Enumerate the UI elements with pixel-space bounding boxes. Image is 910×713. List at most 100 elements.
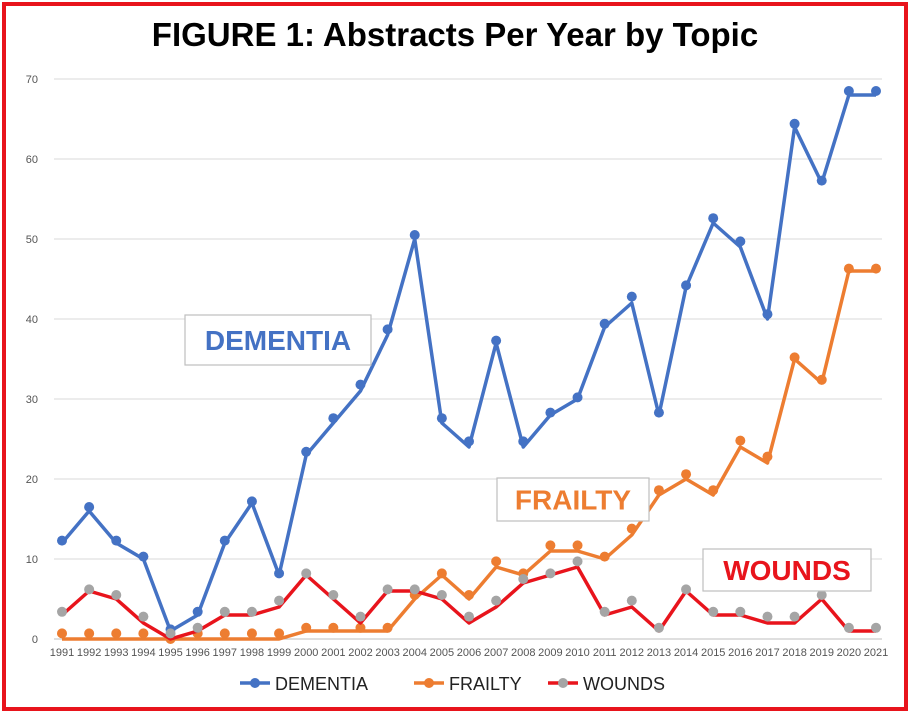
data-point-dementia: [871, 86, 881, 96]
x-tick-label: 2003: [375, 647, 399, 659]
y-tick-label: 0: [32, 634, 38, 646]
data-point-frailty: [681, 469, 692, 480]
data-point-dementia: [545, 407, 556, 418]
data-point-dementia: [355, 379, 366, 390]
data-point-dementia: [518, 436, 529, 447]
x-tick-label: 1996: [185, 647, 209, 659]
y-tick-label: 30: [26, 394, 38, 406]
data-point-frailty: [219, 628, 230, 639]
x-tick-label: 2014: [674, 647, 698, 659]
data-point-dementia: [572, 392, 583, 403]
y-tick-label: 60: [26, 154, 38, 166]
legend: DEMENTIA FRAILTY WOUNDS: [240, 674, 665, 694]
legend-label: WOUNDS: [583, 674, 665, 694]
chart-title: FIGURE 1: Abstracts Per Year by Topic: [151, 16, 759, 53]
data-point-dementia: [382, 324, 393, 335]
data-point-dementia: [328, 413, 339, 424]
data-point-frailty: [599, 551, 610, 562]
data-point-wounds: [681, 584, 692, 595]
legend-swatch-marker: [250, 678, 260, 688]
annotation-label: WOUNDS: [723, 555, 851, 586]
data-point-wounds: [219, 606, 230, 617]
annotation-wounds: WOUNDS: [702, 548, 872, 592]
data-point-wounds: [843, 622, 854, 633]
data-point-wounds: [871, 622, 881, 633]
data-point-dementia: [816, 175, 827, 186]
x-tick-label: 2012: [620, 647, 644, 659]
data-point-dementia: [301, 446, 312, 457]
data-point-dementia: [789, 118, 800, 129]
x-tick-label: 1993: [104, 647, 128, 659]
data-point-frailty: [735, 435, 746, 446]
x-tick-label: 2002: [348, 647, 372, 659]
data-point-dementia: [246, 496, 257, 507]
data-point-wounds: [653, 622, 664, 633]
data-point-dementia: [409, 230, 420, 240]
data-point-dementia: [735, 236, 746, 247]
series-wounds: [57, 556, 881, 641]
y-tick-label: 70: [26, 74, 38, 86]
data-point-frailty: [789, 352, 800, 363]
data-point-dementia: [653, 407, 664, 418]
data-point-dementia: [274, 568, 285, 579]
x-tick-label: 1992: [77, 647, 101, 659]
data-point-frailty: [436, 568, 447, 579]
data-point-wounds: [138, 611, 149, 622]
data-point-wounds: [274, 595, 285, 606]
x-tick-label: 2009: [538, 647, 562, 659]
data-point-frailty: [816, 374, 827, 385]
annotation-box: [184, 314, 372, 366]
x-tick-labels: 1991 1992 1993 1994 1995 1996 1997 1998 1999 2000…: [50, 647, 888, 659]
data-point-wounds: [599, 606, 610, 617]
data-point-wounds: [111, 590, 122, 600]
data-point-frailty: [708, 485, 719, 496]
data-point-frailty: [762, 451, 773, 462]
data-point-wounds: [626, 595, 637, 606]
data-point-dementia: [436, 413, 447, 424]
data-point-frailty: [328, 622, 339, 633]
data-point-frailty: [84, 628, 95, 639]
annotation-label: DEMENTIA: [205, 325, 351, 356]
x-tick-label: 1995: [158, 647, 182, 659]
series-lines: [57, 86, 881, 644]
data-point-dementia: [681, 280, 692, 291]
y-tick-labels: 0 10 20 30 40 50 60 70: [26, 74, 38, 646]
x-tick-label: 2013: [647, 647, 671, 659]
x-tick-label: 2016: [728, 647, 752, 659]
y-tick-label: 20: [26, 474, 38, 486]
x-tick-label: 1999: [267, 647, 291, 659]
annotation-box: [702, 548, 872, 592]
x-tick-label: 2006: [457, 647, 481, 659]
x-tick-label: 2000: [294, 647, 318, 659]
annotation-label: FRAILTY: [515, 485, 631, 516]
data-point-dementia: [762, 309, 773, 320]
data-point-frailty: [491, 556, 502, 567]
y-tick-label: 10: [26, 554, 38, 566]
annotation-frailty: FRAILTY: [496, 477, 650, 522]
data-point-dementia: [464, 436, 474, 447]
y-tick-label: 50: [26, 234, 38, 246]
data-point-wounds: [735, 606, 746, 617]
data-point-dementia: [138, 551, 149, 562]
legend-swatch-marker: [558, 678, 568, 688]
data-point-wounds: [545, 568, 556, 579]
data-point-wounds: [355, 611, 366, 622]
legend-label: FRAILTY: [449, 674, 522, 694]
data-point-wounds: [192, 622, 203, 633]
x-tick-label: 1998: [240, 647, 264, 659]
data-point-wounds: [382, 584, 393, 595]
data-point-wounds: [57, 606, 67, 617]
data-point-dementia: [111, 535, 122, 546]
data-point-frailty: [545, 540, 556, 551]
annotation-dementia: DEMENTIA: [184, 314, 372, 366]
data-point-dementia: [192, 606, 203, 617]
x-tick-label: 2007: [484, 647, 508, 659]
data-point-wounds: [491, 595, 502, 606]
series-frailty: [57, 263, 881, 644]
data-point-dementia: [599, 318, 610, 329]
data-point-frailty: [843, 263, 854, 274]
data-point-frailty: [57, 628, 67, 639]
y-tick-label: 40: [26, 314, 38, 326]
